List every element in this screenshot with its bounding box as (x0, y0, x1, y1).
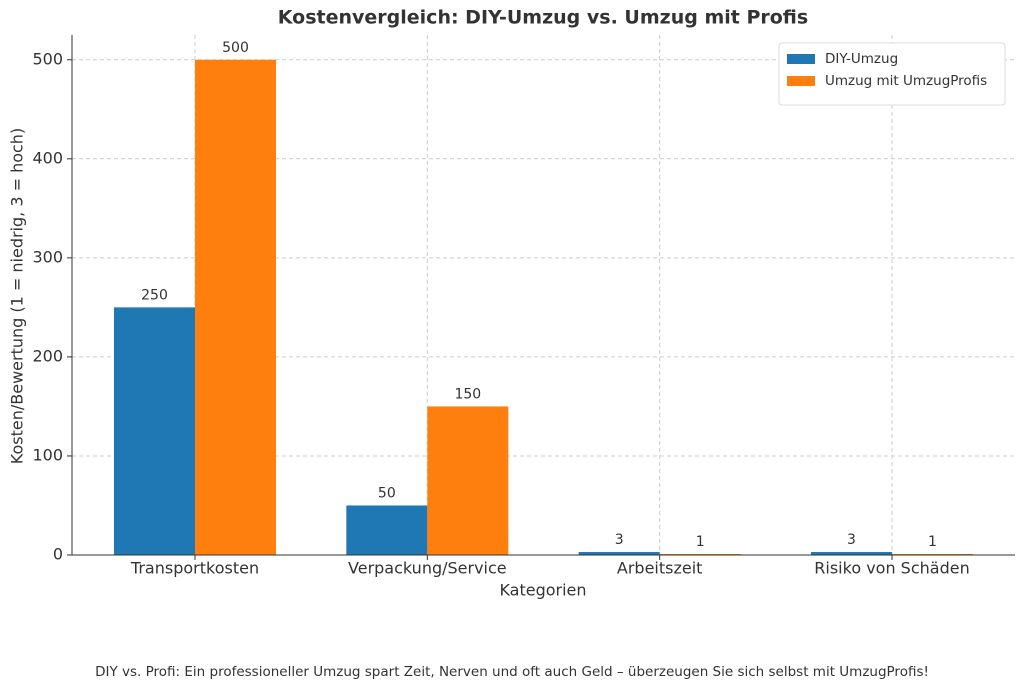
bar (578, 552, 660, 555)
y-tick-label: 200 (32, 346, 63, 365)
value-label: 250 (141, 287, 168, 303)
legend-label: DIY-Umzug (825, 51, 898, 67)
value-label: 3 (847, 532, 856, 548)
legend-swatch (787, 54, 815, 64)
x-tick-label: Arbeitszeit (617, 559, 703, 578)
x-tick-label: Transportkosten (130, 559, 259, 578)
bar (427, 406, 509, 555)
x-tick-label: Risiko von Schäden (814, 559, 969, 578)
bar (195, 59, 276, 556)
y-tick-label: 100 (32, 445, 63, 464)
y-tick-label: 400 (32, 148, 63, 167)
legend-swatch (787, 76, 815, 86)
value-label: 150 (454, 386, 481, 402)
legend-label: Umzug mit UmzugProfis (825, 73, 987, 89)
footnote: DIY vs. Profi: Ein professioneller Umzug… (95, 664, 929, 680)
y-tick-label: 300 (32, 247, 63, 266)
value-label: 1 (928, 534, 937, 550)
y-axis-label: Kosten/Bewertung (1 = niedrig, 3 = hoch) (8, 128, 27, 464)
value-label: 1 (696, 534, 705, 550)
value-label: 500 (222, 40, 249, 56)
legend-box (778, 42, 1006, 106)
bar (811, 552, 892, 555)
y-tick-label: 500 (32, 49, 63, 68)
value-label: 50 (378, 485, 396, 501)
bar (114, 307, 195, 555)
value-label: 3 (615, 532, 624, 548)
chart-title: Kostenvergleich: DIY-Umzug vs. Umzug mit… (278, 7, 808, 29)
x-tick-label: Verpackung/Service (348, 559, 507, 578)
x-axis-label: Kategorien (499, 581, 586, 600)
bar (346, 505, 428, 555)
y-tick-label: 0 (53, 545, 63, 564)
